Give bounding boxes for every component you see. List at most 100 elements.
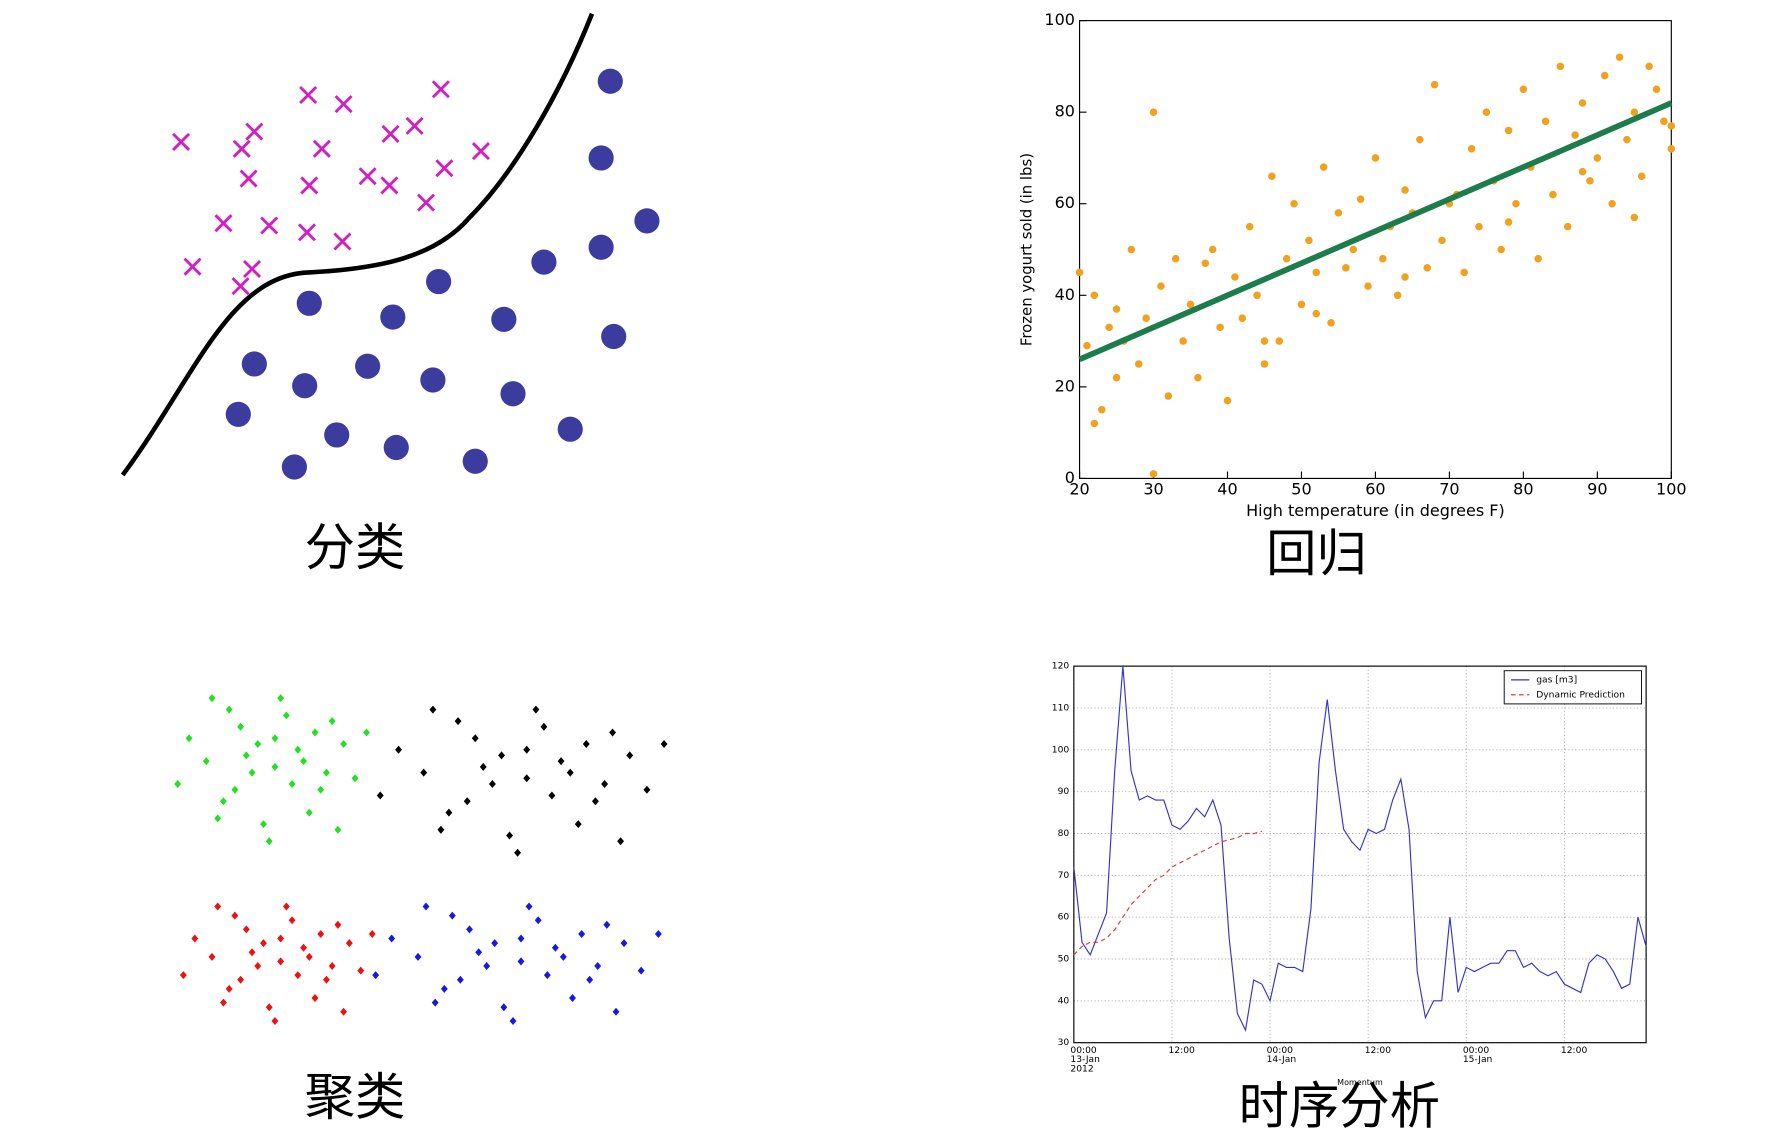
scatter-point xyxy=(1090,291,1099,300)
circle-point xyxy=(380,304,406,330)
scatter-point xyxy=(1401,186,1409,194)
scatter-point xyxy=(1238,314,1247,322)
scatter-point xyxy=(1371,154,1380,162)
cross-point xyxy=(183,257,202,276)
scatter-point xyxy=(1556,62,1565,71)
diamond-point xyxy=(617,837,625,846)
plot-frame xyxy=(1073,665,1647,1044)
diamond-point xyxy=(525,902,533,911)
circle-point xyxy=(225,401,251,427)
x-tick-label: 60 xyxy=(1365,479,1385,498)
scatter-point xyxy=(1097,405,1106,414)
scatter-point xyxy=(1075,268,1084,277)
scatter-point xyxy=(1268,172,1276,181)
scatter-point xyxy=(1571,131,1579,139)
diamond-point xyxy=(208,952,216,961)
cross-point xyxy=(358,167,377,186)
cross-point xyxy=(333,232,352,251)
circle-point xyxy=(601,323,627,350)
scatter-point xyxy=(1112,305,1121,313)
scatter-point xyxy=(1667,122,1676,130)
diamond-point xyxy=(548,791,556,800)
diamond-point xyxy=(637,966,645,975)
scatter-point xyxy=(1615,53,1624,62)
diamond-point xyxy=(225,705,233,714)
y-tick-label: 60 xyxy=(1055,193,1075,212)
diamond-point xyxy=(454,717,462,726)
diamond-point xyxy=(445,808,453,817)
diamond-point xyxy=(323,768,330,777)
x-tick-label: 50 xyxy=(1291,479,1311,498)
diamond-point xyxy=(208,694,216,703)
diamond-point xyxy=(277,957,285,966)
scatter-point xyxy=(1112,373,1121,382)
scatter-point xyxy=(1393,291,1402,300)
y-tick-label: 0 xyxy=(1065,468,1075,487)
scatter-point xyxy=(1586,177,1594,185)
scatter-point xyxy=(1142,314,1150,322)
scatter-point xyxy=(1667,145,1676,153)
diamond-point xyxy=(288,916,296,925)
diamond-point xyxy=(437,825,445,834)
y-tick-label: 60 xyxy=(1058,913,1070,923)
diamond-point xyxy=(185,734,193,743)
cross-point xyxy=(172,132,191,151)
diamond-point xyxy=(340,1007,348,1016)
diamond-point xyxy=(340,739,348,748)
cross-point xyxy=(260,216,279,235)
y-tick-label: 40 xyxy=(1058,996,1070,1006)
diamond-point xyxy=(557,757,565,766)
scatter-point xyxy=(1475,222,1483,231)
scatter-point xyxy=(1194,373,1202,382)
circle-point xyxy=(324,422,350,448)
scatter-point xyxy=(1186,300,1195,309)
diamond-point xyxy=(440,984,448,993)
diamond-point xyxy=(643,785,651,794)
diamond-point xyxy=(351,774,359,783)
scatter-point xyxy=(1083,341,1091,350)
diamond-point xyxy=(491,939,499,948)
scatter-point xyxy=(1623,135,1631,144)
diamond-point xyxy=(345,939,353,948)
diamond-point xyxy=(509,1016,517,1025)
y-tick-label: 20 xyxy=(1055,376,1075,395)
scatter-point xyxy=(1134,360,1143,368)
y-tick-label: 30 xyxy=(1058,1038,1070,1048)
diamond-point xyxy=(660,739,668,748)
diamond-point xyxy=(475,948,483,957)
y-tick-label: 80 xyxy=(1058,829,1070,839)
diamond-point xyxy=(271,762,279,771)
x-tick-label: 00:00 14-Jan xyxy=(1267,1046,1297,1065)
cross-point xyxy=(435,159,454,178)
scatter-point xyxy=(1245,222,1254,231)
x-tick-label: 40 xyxy=(1217,479,1237,498)
diamond-point xyxy=(429,705,437,714)
cross-point xyxy=(405,116,424,135)
diamond-point xyxy=(488,780,496,789)
scatter-point xyxy=(1578,99,1587,107)
scatter-point xyxy=(1467,145,1476,153)
scatter-point xyxy=(1600,71,1609,80)
diamond-point xyxy=(282,902,290,911)
diamond-point xyxy=(305,808,313,817)
scatter-point xyxy=(1290,199,1298,208)
diamond-point xyxy=(248,768,256,777)
diamond-point xyxy=(357,966,365,975)
diamond-point xyxy=(471,734,479,743)
diamond-point xyxy=(260,820,267,829)
cross-point xyxy=(312,139,331,158)
scatter-point xyxy=(1260,337,1269,345)
x-tick-label: 20 xyxy=(1069,479,1089,498)
x-axis-label: Momentum xyxy=(1337,1078,1383,1087)
circle-point xyxy=(588,234,614,260)
scatter-point xyxy=(1504,218,1513,226)
circle-point xyxy=(241,351,267,377)
diamond-point xyxy=(311,728,319,737)
diamond-point xyxy=(500,1003,508,1012)
legend-label: gas [m3] xyxy=(1536,675,1577,685)
diamond-point xyxy=(265,1003,273,1012)
circle-point xyxy=(292,373,318,399)
cross-point xyxy=(245,122,264,141)
cross-point xyxy=(297,223,317,242)
diamond-point xyxy=(578,929,586,938)
